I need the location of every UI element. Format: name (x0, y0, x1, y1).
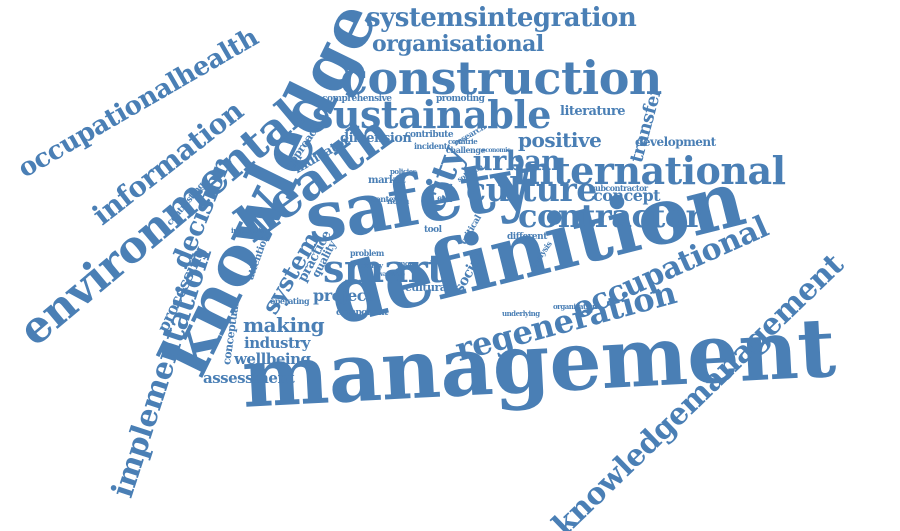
word-cultural: cultural (405, 281, 451, 294)
word-market: market (368, 175, 406, 186)
word-industry: industry (244, 334, 311, 352)
word-culture: culture (466, 170, 597, 209)
word-countrie: countrie (448, 137, 478, 146)
word-underlying: underlying (502, 309, 540, 318)
word-sustainable: sustainable (312, 92, 551, 137)
word-economic: economic (482, 147, 511, 154)
word-contractor: contractor (518, 197, 702, 235)
word-comprehensive: comprehensive (322, 94, 392, 104)
word-literature: literature (560, 104, 626, 119)
word-challenge: challenge (446, 145, 486, 155)
word-international: international (512, 148, 786, 193)
word-firm: firm (437, 195, 452, 204)
word-contribute: contribute (405, 130, 454, 140)
word-dimension: dimension (340, 131, 412, 146)
word-organisation: organisation (553, 302, 597, 311)
word-subcontractor: subcontractor (591, 183, 648, 193)
word-norm: norm (387, 196, 409, 206)
word-imperative: imperative (231, 226, 269, 235)
word-wellbeing: wellbeing (234, 350, 311, 368)
word-different: different (507, 232, 547, 242)
word-problem: problem (350, 248, 384, 258)
word-tool: tool (424, 225, 442, 235)
word-construction: construction (340, 51, 662, 105)
word-context: context (371, 194, 401, 204)
word-promoting: promoting (436, 94, 485, 104)
word-development: development (635, 135, 716, 149)
word-clarity: clarity (361, 261, 383, 270)
word-making: making (243, 313, 325, 337)
word-assessment: assessment (203, 369, 295, 387)
word-more: more (398, 259, 417, 268)
word-project: project (313, 286, 373, 305)
word-policies: policies (390, 167, 417, 176)
word-organisational: organisational (372, 31, 544, 57)
word-systemsintegration: systemsintegration (366, 3, 637, 33)
word-positive: positive (518, 128, 602, 152)
word-variance: variance (380, 271, 405, 278)
word-operating: operating (270, 296, 310, 306)
word-smart: smart (323, 246, 445, 291)
word-urban: urban (473, 146, 561, 177)
word-concept: concept (593, 186, 661, 205)
word-incident: incident (414, 141, 447, 151)
word-component: component (336, 308, 388, 318)
